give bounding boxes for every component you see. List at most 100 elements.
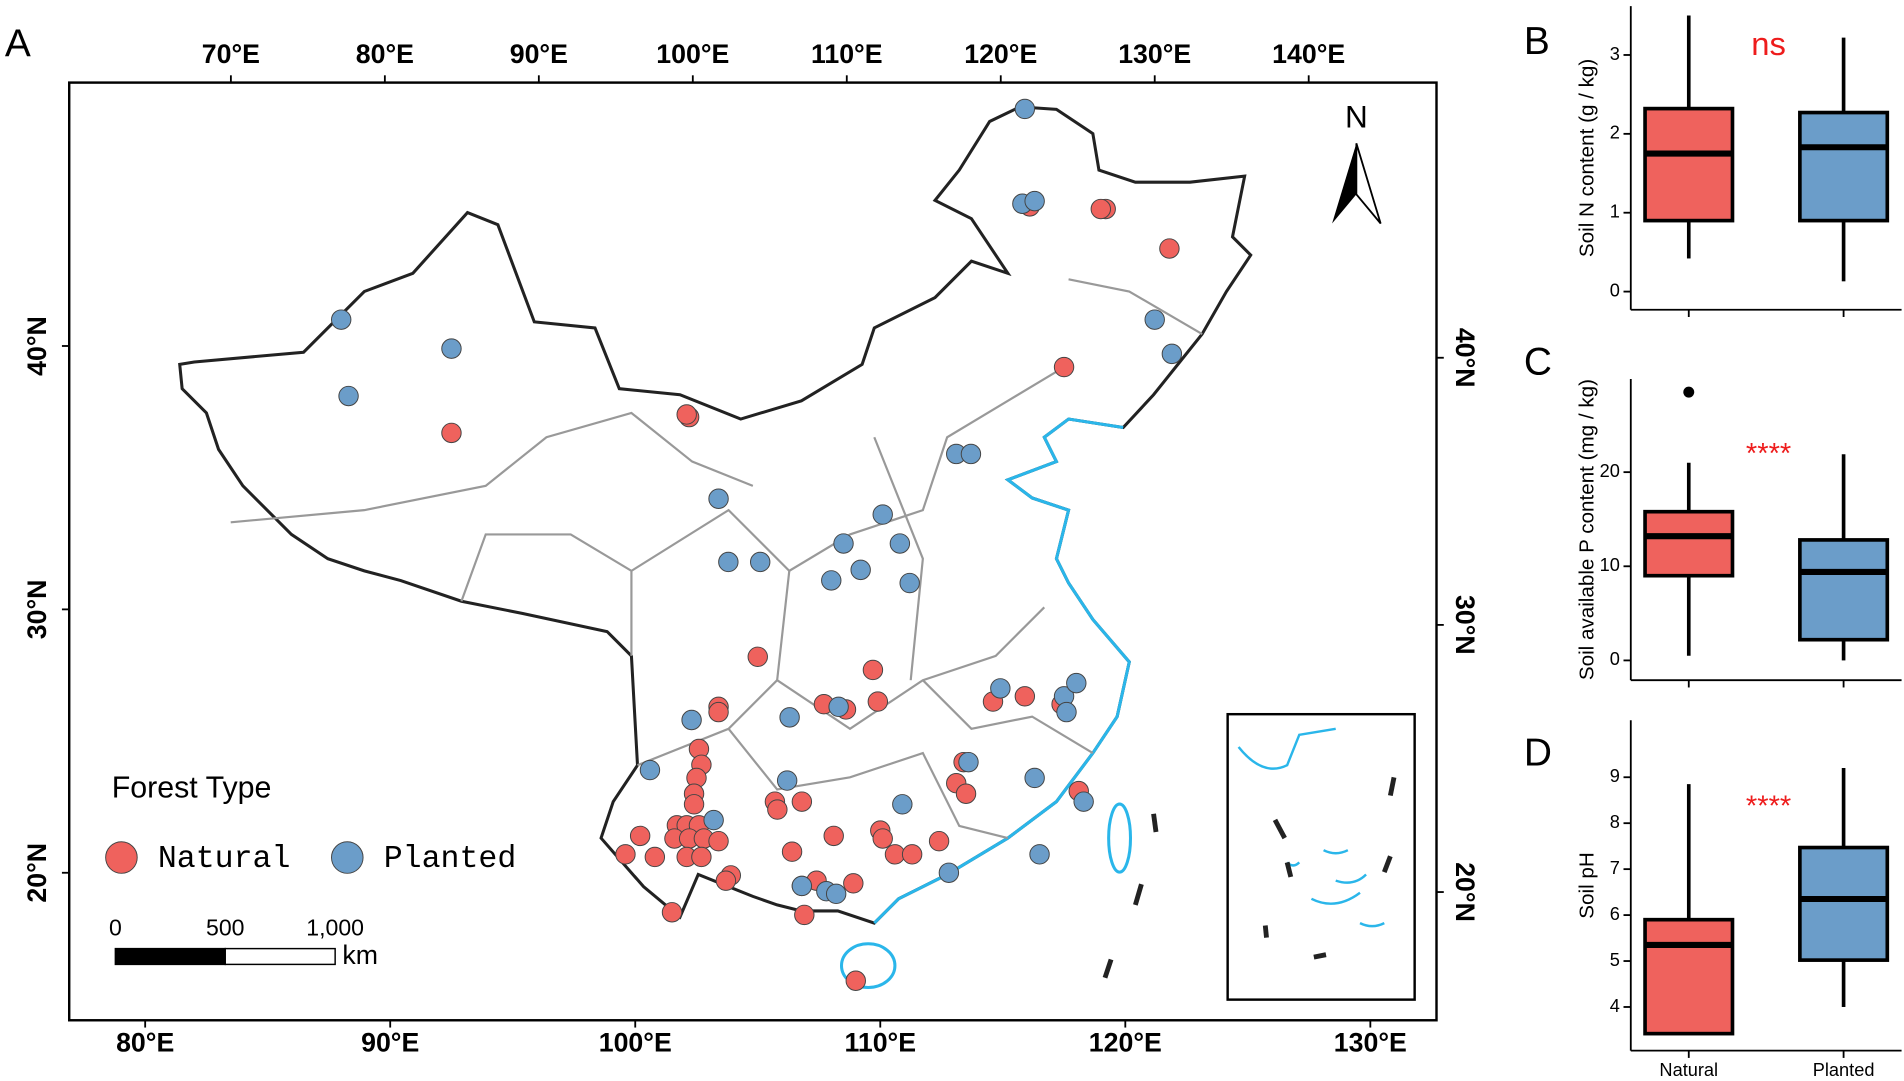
site-point — [703, 809, 724, 831]
site-point — [1090, 198, 1112, 220]
scale-bar-unit: km — [342, 940, 378, 970]
scale-bar-segment — [224, 947, 336, 966]
taiwan — [1107, 802, 1133, 874]
y2-tick-label: 40°N — [1450, 328, 1480, 388]
significance-label: **** — [1746, 790, 1791, 822]
box — [1798, 845, 1890, 962]
site-point — [960, 443, 982, 465]
site-point — [708, 701, 729, 723]
site-point — [850, 559, 871, 581]
scale-bar-segment — [114, 947, 226, 966]
y-tick-label: 6 — [1610, 904, 1620, 924]
site-point — [1053, 356, 1075, 378]
province-border — [1068, 278, 1203, 335]
site-point — [1014, 98, 1036, 120]
y-tick-label: 9 — [1610, 766, 1620, 786]
box — [1798, 110, 1890, 223]
site-point — [681, 709, 702, 731]
site-point — [884, 844, 906, 865]
site-point — [644, 846, 666, 868]
panel-label: C — [1524, 341, 1552, 384]
site-point — [715, 870, 737, 891]
y-tick-label: 8 — [1610, 812, 1620, 832]
x-tick-label: 90°E — [361, 1028, 419, 1058]
site-point — [828, 696, 849, 718]
site-point — [872, 828, 893, 849]
significance-label: ns — [1751, 25, 1786, 62]
y-tick-label: 1 — [1610, 202, 1620, 222]
y-axis-label: Soil N content (g / kg) — [1576, 59, 1599, 257]
site-point — [683, 794, 705, 815]
north-arrow-left — [1332, 143, 1357, 224]
scale-bar-label: 500 — [206, 914, 244, 940]
scale-bar-label: 0 — [109, 914, 122, 940]
site-point — [958, 751, 979, 773]
inset-coast — [1237, 727, 1336, 770]
x-tick-label: 130°E — [1334, 1028, 1407, 1058]
province-border — [230, 411, 754, 524]
inset-dash — [1272, 818, 1287, 840]
y-tick-label: 3 — [1610, 44, 1620, 64]
legend-title: Forest Type — [112, 772, 272, 805]
box — [1798, 538, 1890, 642]
x2-tick-label: 90°E — [510, 39, 568, 69]
site-point — [676, 404, 697, 425]
north-arrow — [1332, 143, 1382, 225]
inset-island — [1286, 849, 1385, 928]
x-tick-label: Natural — [1659, 1060, 1718, 1080]
y-tick-label: 2 — [1610, 123, 1620, 143]
site-point — [629, 825, 651, 847]
inset-dash — [1382, 855, 1393, 873]
y2-tick-label: 20°N — [1450, 862, 1480, 922]
site-point — [776, 770, 798, 791]
panel-label: A — [5, 22, 31, 65]
site-point — [615, 844, 636, 865]
site-point — [889, 533, 911, 554]
province-border — [460, 533, 633, 656]
inset-islands — [1237, 727, 1385, 928]
inset-frame — [1226, 712, 1416, 1001]
province-border — [873, 436, 924, 681]
scale-bar-label: 1,000 — [306, 914, 364, 940]
site-point — [899, 572, 920, 594]
coastline — [873, 417, 1131, 925]
outlier — [1683, 386, 1695, 398]
site-point — [661, 902, 683, 923]
site-point — [843, 873, 864, 894]
legend-marker — [105, 841, 138, 874]
panel-label: B — [1524, 20, 1550, 63]
site-point — [639, 759, 661, 781]
site-point — [441, 338, 462, 359]
site-point — [338, 385, 359, 407]
sea-dash — [1151, 813, 1159, 833]
site-point — [845, 970, 866, 991]
x-tick-label: 100°E — [599, 1028, 672, 1058]
legend-marker — [331, 841, 364, 874]
x2-tick-label: 140°E — [1272, 39, 1345, 69]
site-point — [862, 659, 884, 681]
x2-tick-label: 120°E — [964, 39, 1037, 69]
site-point — [1161, 343, 1183, 365]
site-point — [901, 844, 923, 865]
site-point — [1056, 701, 1077, 723]
site-point — [1024, 767, 1045, 789]
site-point — [1014, 686, 1036, 707]
inset-dash — [1284, 861, 1294, 878]
site-point — [791, 791, 813, 812]
box — [1643, 509, 1735, 578]
inset-dash — [1262, 925, 1269, 938]
panel-label: D — [1524, 732, 1552, 775]
site-point — [867, 691, 889, 712]
y-tick-label: 40°N — [22, 316, 52, 376]
legend-label: Planted — [384, 842, 517, 877]
significance-label: **** — [1746, 438, 1791, 470]
y-axis-label: Soil available P content (mg / kg) — [1576, 379, 1599, 680]
x-tick-label: 120°E — [1089, 1028, 1162, 1058]
site-point — [955, 783, 977, 804]
sea-dash — [1102, 958, 1114, 979]
site-point — [1024, 190, 1045, 212]
x2-tick-label: 110°E — [811, 39, 883, 69]
y-tick-label: 20°N — [22, 843, 52, 903]
